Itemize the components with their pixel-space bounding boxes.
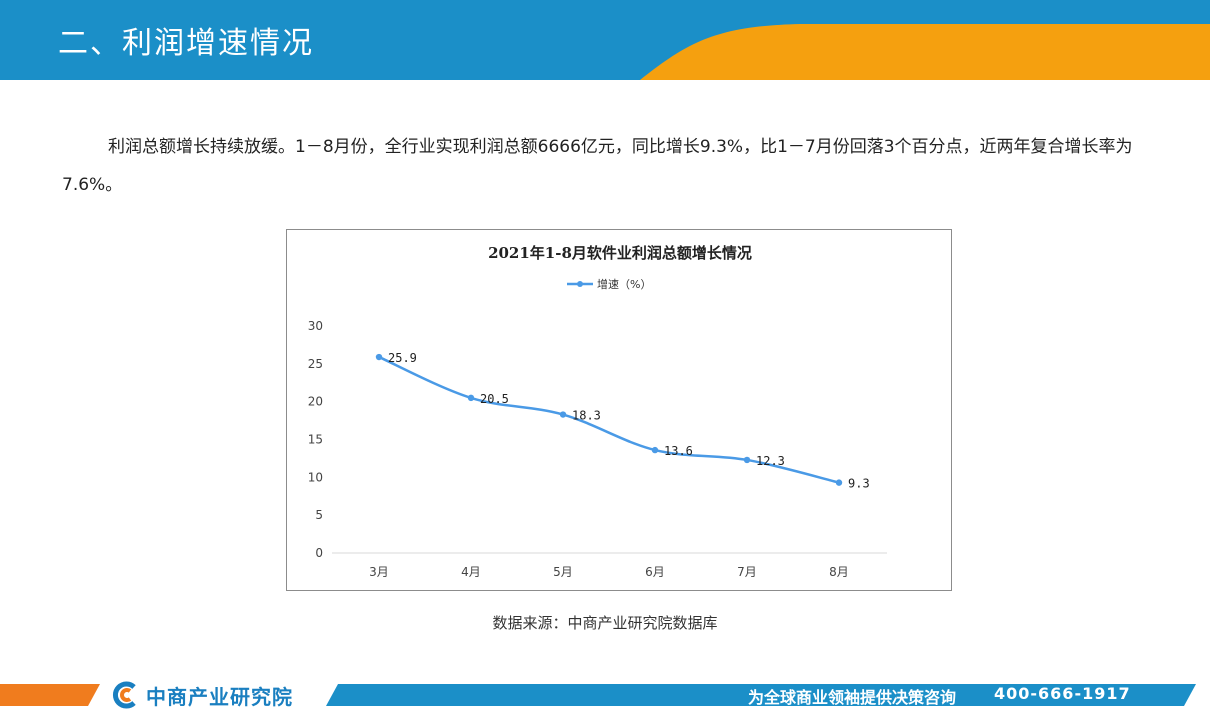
legend-marker xyxy=(577,281,583,287)
data-label: 13.6 xyxy=(664,444,693,458)
y-tick-label: 10 xyxy=(308,470,323,484)
y-tick-label: 30 xyxy=(308,319,323,333)
legend-label: 增速（%） xyxy=(597,277,651,291)
section-title: 二、利润增速情况 xyxy=(58,26,314,61)
x-tick-label: 3月 xyxy=(369,565,389,579)
y-tick-label: 15 xyxy=(308,433,323,447)
data-point xyxy=(559,411,567,418)
chart-frame: 2021年1-8月软件业利润总额增长情况 增速（%） 0 5 10 15 20 25 30 … xyxy=(286,229,952,591)
data-labels: 25.9 20.5 18.3 13.6 12.3 9.3 xyxy=(388,351,870,491)
y-axis-ticks: 0 5 10 15 20 25 30 xyxy=(308,319,323,560)
data-source: 数据来源：中商产业研究院数据库 xyxy=(492,614,718,632)
footer-band xyxy=(0,676,1210,718)
x-tick-label: 4月 xyxy=(461,565,481,579)
brand-name: 中商产业研究院 xyxy=(146,684,293,709)
data-label: 20.5 xyxy=(480,392,509,406)
x-tick-label: 6月 xyxy=(645,565,665,579)
brand-c-icon xyxy=(113,681,136,709)
x-tick-label: 7月 xyxy=(737,565,757,579)
data-point xyxy=(467,394,475,402)
footer-shape xyxy=(0,684,1196,706)
y-tick-label: 20 xyxy=(308,395,323,409)
brand-logo: 中商产业研究院 xyxy=(112,680,293,710)
footer-phone: 400-666-1917 xyxy=(994,684,1131,703)
series-line xyxy=(378,355,840,484)
data-label: 25.9 xyxy=(388,351,417,365)
data-point xyxy=(835,479,843,486)
y-tick-label: 5 xyxy=(315,508,323,522)
line-chart: 2021年1-8月软件业利润总额增长情况 增速（%） 051015202530 … xyxy=(308,244,887,579)
series-points xyxy=(375,353,843,486)
chart-title: 2021年1-8月软件业利润总额增长情况 xyxy=(488,244,752,262)
y-tick-label: 25 xyxy=(308,357,323,371)
body-paragraph: 利润总额增长持续放缓。1－8月份，全行业实现利润总额6666亿元，同比增长9.3… xyxy=(62,137,1133,195)
data-label: 12.3 xyxy=(756,454,785,468)
data-point xyxy=(651,446,659,454)
header-shape xyxy=(0,0,1210,80)
y-tick-label: 0 xyxy=(315,546,323,560)
data-point xyxy=(743,456,751,464)
data-label: 9.3 xyxy=(848,477,870,491)
footer-slogan: 为全球商业领袖提供决策咨询 xyxy=(748,688,957,707)
x-axis-ticks: 3月 4月 5月 6月 7月 8月 xyxy=(369,565,849,579)
x-tick-label: 8月 xyxy=(829,565,849,579)
data-label: 18.3 xyxy=(572,409,601,423)
header-band: 二、利润增速情况 xyxy=(0,0,1210,80)
x-tick-label: 5月 xyxy=(553,565,573,579)
data-point xyxy=(375,353,383,361)
legend: 增速（%） xyxy=(567,277,651,291)
